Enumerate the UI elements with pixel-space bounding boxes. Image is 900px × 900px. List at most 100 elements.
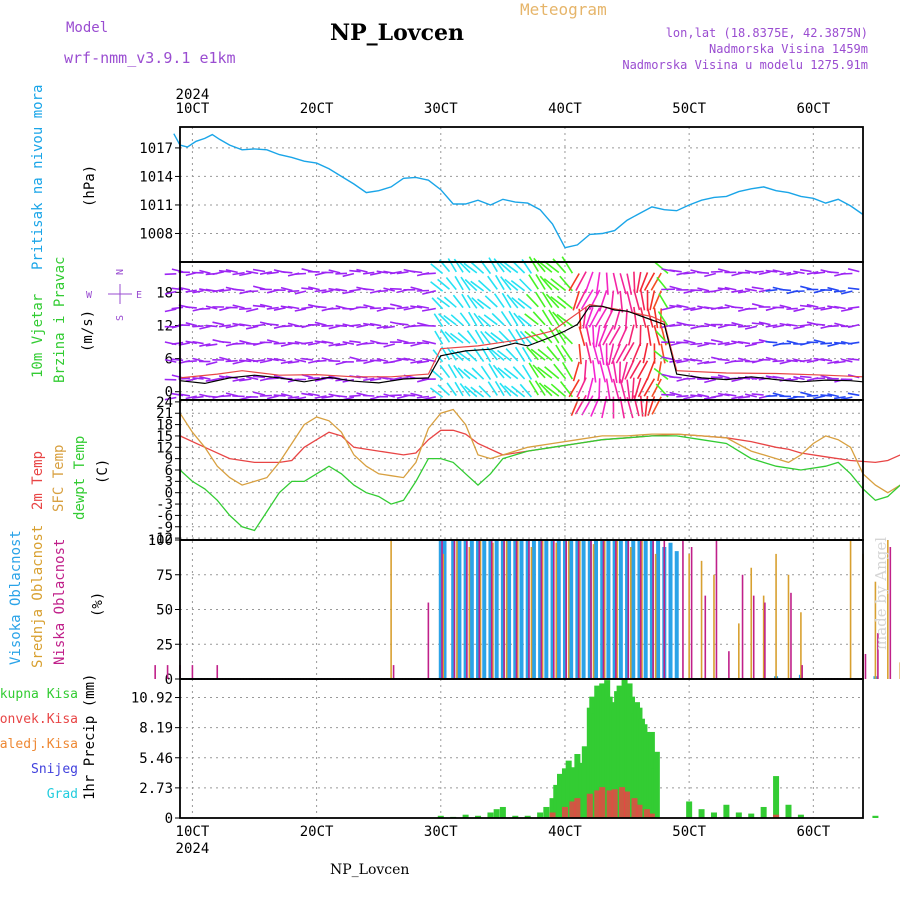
wind-vector xyxy=(434,330,444,345)
wind-vector xyxy=(578,344,582,365)
wind-vector xyxy=(626,379,631,402)
temp-line-2 xyxy=(179,435,900,532)
wind-vector xyxy=(396,377,409,380)
wind-vector xyxy=(287,305,300,310)
wind-vector xyxy=(232,271,245,276)
wind-vector xyxy=(806,271,819,275)
wind-vector xyxy=(493,258,505,273)
y-tick-label: 21 xyxy=(156,406,173,422)
wind-vector xyxy=(294,290,307,295)
wind-vector xyxy=(631,342,642,363)
wind-vector xyxy=(765,340,778,344)
wind-vector xyxy=(246,375,259,381)
wind-vector xyxy=(301,287,313,291)
wind-vector xyxy=(430,368,444,381)
wind-vector xyxy=(363,359,375,365)
wind-vector xyxy=(537,348,553,362)
wind-vector xyxy=(834,341,846,345)
wind-vector xyxy=(526,346,539,361)
wind-vector xyxy=(724,324,737,327)
wind-vector xyxy=(273,342,286,345)
precip-bar xyxy=(462,814,469,818)
precip-bar xyxy=(606,790,613,818)
wind-vector xyxy=(205,343,218,347)
wind-vector xyxy=(376,289,389,293)
wind-vector xyxy=(619,290,624,313)
wind-vector xyxy=(543,278,560,291)
wind-vector xyxy=(505,348,519,362)
wind-vector xyxy=(543,384,560,397)
y-tick-label: 8.19 xyxy=(139,721,173,737)
y-tick-label: -3 xyxy=(156,497,173,513)
wind-vector xyxy=(410,342,423,347)
wind-vector xyxy=(786,272,798,276)
wind-vector xyxy=(443,296,457,308)
footer-title: NP_Lovcen xyxy=(330,862,410,878)
wind-vector xyxy=(598,342,605,366)
wind-vector xyxy=(654,261,669,275)
wind-vector xyxy=(464,278,478,292)
wind-vector xyxy=(389,270,402,275)
wind-vector xyxy=(758,321,771,326)
wind-vector xyxy=(349,394,361,398)
wind-vector xyxy=(813,339,826,344)
wind-vector xyxy=(717,306,730,310)
wind-vector xyxy=(464,385,478,398)
wind-vector xyxy=(416,360,430,364)
wind-vector xyxy=(301,341,314,345)
wind-vector xyxy=(690,289,703,292)
wind-vector xyxy=(439,364,451,379)
wind-vector xyxy=(661,393,675,396)
wind-vector xyxy=(847,306,860,310)
wind-vector xyxy=(737,340,751,345)
legend-convective: Konvek.Kisa xyxy=(0,712,78,727)
wind-vector xyxy=(273,307,286,311)
wind-vector xyxy=(253,391,266,396)
wind-vector xyxy=(478,385,492,398)
wind-vector xyxy=(349,356,361,361)
wind-vector xyxy=(841,290,853,295)
wind-vector xyxy=(192,340,204,345)
wind-vector xyxy=(813,357,826,362)
wind-vector xyxy=(192,289,204,294)
wind-vector xyxy=(342,341,355,345)
wind-vector xyxy=(717,341,730,346)
wind-vector xyxy=(683,339,696,344)
wind-vector xyxy=(205,305,218,310)
wind-vector xyxy=(185,395,197,400)
wind-vector xyxy=(592,360,597,383)
wind-vector xyxy=(568,273,580,292)
wind-vector xyxy=(653,325,661,346)
wind-vector xyxy=(504,385,519,398)
wind-vector xyxy=(659,308,662,329)
wind-vector xyxy=(521,346,533,363)
wind-vector xyxy=(697,271,710,274)
wind-vector xyxy=(717,358,730,362)
wind-vector xyxy=(541,309,553,326)
precip-bar xyxy=(710,812,717,818)
wind-vector xyxy=(218,340,231,344)
year-label-top: 2024 xyxy=(176,87,210,103)
wind-vector xyxy=(416,305,430,309)
precip-bar xyxy=(549,798,556,818)
wind-vector xyxy=(639,324,642,347)
wind-vector xyxy=(710,306,723,311)
wind-vector xyxy=(457,367,471,380)
mid-cloud-label: Srednja Oblacnost xyxy=(30,524,46,668)
wind-vector xyxy=(556,295,573,310)
wind-vector xyxy=(521,364,533,380)
precip-bar xyxy=(611,789,618,818)
precip-bar xyxy=(574,754,581,818)
wind-vector xyxy=(438,313,451,326)
wind-vector xyxy=(503,367,519,380)
wind-vector xyxy=(594,307,608,328)
wind-vector xyxy=(454,381,464,397)
wind-vector xyxy=(383,306,395,310)
wind-vector xyxy=(376,270,389,274)
precip-bar xyxy=(569,801,576,818)
precip-bar xyxy=(636,804,643,818)
wind-vector xyxy=(737,395,751,399)
precip-bar xyxy=(581,746,588,818)
wind-vector xyxy=(185,322,197,327)
wind-vector xyxy=(634,377,642,399)
